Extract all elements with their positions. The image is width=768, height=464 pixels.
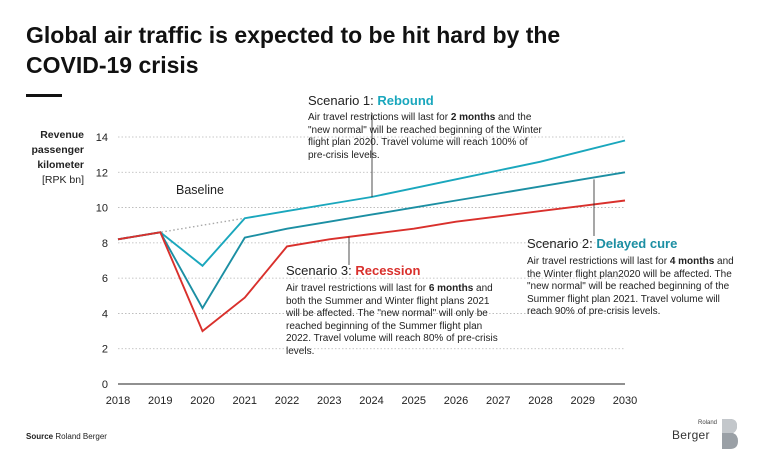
recession-heading-prefix: Scenario 3:: [286, 263, 356, 278]
delayed-description: Air travel restrictions will last for 4 …: [527, 256, 739, 319]
x-tick-label: 2027: [486, 395, 510, 407]
logo-small-text: Roland: [698, 420, 718, 426]
x-tick-label: 2029: [571, 395, 595, 407]
series-line-recession: [117, 199, 626, 333]
x-tick-label: 2019: [148, 395, 172, 407]
rebound-heading-prefix: Scenario 1:: [308, 93, 378, 108]
y-tick-label: 2: [102, 344, 108, 356]
delayed-text-2: and the Winter flight plan2020 will be a…: [527, 256, 734, 317]
y-axis-label: Revenue passenger kilometer [RPK bn]: [18, 128, 84, 188]
delayed-heading-name: Delayed cure: [596, 236, 678, 251]
chart-title: Global air traffic is expected to be hit…: [26, 22, 561, 78]
source-text: Roland Berger: [55, 432, 107, 441]
y-tick-label: 10: [96, 203, 108, 215]
y-axis-unit: [RPK bn]: [41, 174, 84, 186]
recession-text-1: Air travel restrictions will last for: [286, 283, 429, 294]
x-tick-label: 2030: [613, 395, 637, 407]
x-tick-label: 2025: [402, 395, 426, 407]
y-axis-label-line2: passenger: [31, 144, 84, 156]
delayed-heading: Scenario 2: Delayed cure: [527, 236, 677, 251]
delayed-duration: 4 months: [669, 256, 715, 267]
y-tick-label: 0: [102, 379, 108, 391]
y-tick-label: 6: [102, 273, 108, 285]
y-tick-label: 12: [96, 167, 108, 179]
rebound-heading: Scenario 1: Rebound: [308, 93, 434, 108]
y-axis-label-line3: kilometer: [37, 159, 84, 171]
y-tick-label: 4: [102, 308, 108, 320]
delayed-heading-prefix: Scenario 2:: [527, 236, 597, 251]
rebound-description: Air travel restrictions will last for 2 …: [308, 112, 546, 162]
recession-heading-name: Recession: [355, 263, 421, 278]
logo-b-mark: [722, 419, 738, 449]
x-tick-label: 2020: [190, 395, 214, 407]
recession-duration: 6 months: [428, 283, 474, 294]
series-line-rebound: [117, 139, 626, 268]
logo-big-text: Berger: [672, 428, 710, 442]
x-tick-label: 2021: [233, 395, 257, 407]
x-tick-label: 2028: [528, 395, 552, 407]
x-tick-label: 2024: [359, 395, 383, 407]
x-tick-label: 2018: [106, 395, 130, 407]
y-tick-label: 8: [102, 238, 108, 250]
recession-text-2: and both the Summer and Winter flight pl…: [286, 283, 498, 357]
y-tick-label: 14: [96, 132, 108, 144]
rebound-text-2: and the "new normal" will be reached beg…: [308, 112, 542, 161]
x-tick-label: 2023: [317, 395, 341, 407]
delayed-text-1: Air travel restrictions will last for: [527, 256, 670, 267]
recession-description: Air travel restrictions will last for 6 …: [286, 283, 498, 358]
x-tick-label: 2022: [275, 395, 299, 407]
recession-heading: Scenario 3: Recession: [286, 263, 420, 278]
source-label: Source: [26, 432, 54, 441]
roland-berger-logo: Roland Berger: [672, 418, 744, 454]
baseline-label: Baseline: [176, 183, 224, 197]
series-line-delayed: [117, 171, 626, 310]
rebound-duration: 2 months: [450, 112, 496, 123]
y-axis-label-line1: Revenue: [40, 129, 84, 141]
rebound-text-1: Air travel restrictions will last for: [308, 112, 451, 123]
title-underline: [26, 94, 62, 97]
rebound-heading-name: Rebound: [377, 93, 434, 108]
x-tick-label: 2026: [444, 395, 468, 407]
source-note: Source Roland Berger: [26, 432, 107, 441]
